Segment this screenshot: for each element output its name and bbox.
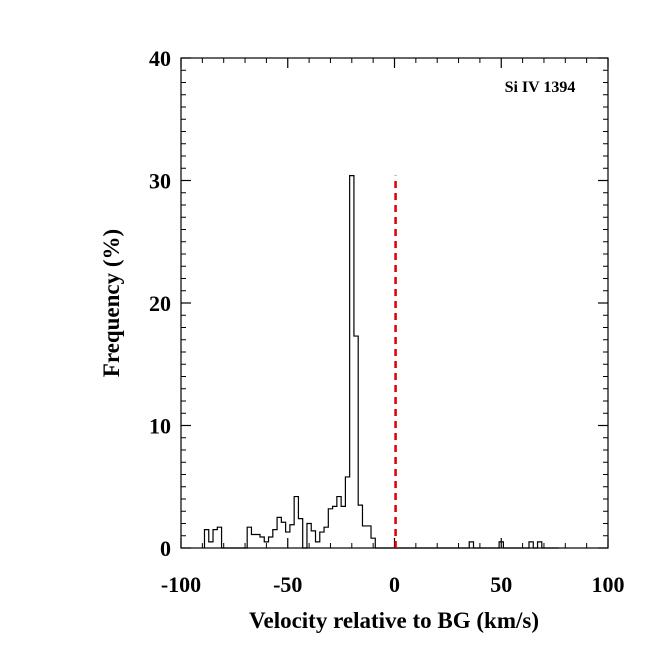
x-tick-label: -100 bbox=[161, 572, 201, 597]
y-tick-label: 30 bbox=[149, 169, 171, 194]
y-tick-label: 40 bbox=[149, 46, 171, 71]
y-tick-label: 20 bbox=[149, 291, 171, 316]
y-tick-label: 0 bbox=[160, 536, 171, 561]
x-tick-label: 0 bbox=[389, 572, 400, 597]
x-tick-label: 50 bbox=[490, 572, 512, 597]
histogram-step-line bbox=[203, 175, 559, 549]
x-axis-title: Velocity relative to BG (km/s) bbox=[249, 608, 539, 633]
x-tick-label: 100 bbox=[592, 572, 625, 597]
annotation-label: Si IV 1394 bbox=[505, 79, 576, 96]
x-tick-labels: -100 -50 0 50 100 bbox=[161, 572, 625, 597]
y-axis-title: Frequency (%) bbox=[99, 229, 124, 377]
y-tick-labels: 0 10 20 30 40 bbox=[149, 46, 171, 561]
x-tick-label: -50 bbox=[273, 572, 302, 597]
minor-ticks bbox=[181, 58, 608, 548]
y-tick-label: 10 bbox=[149, 414, 171, 439]
